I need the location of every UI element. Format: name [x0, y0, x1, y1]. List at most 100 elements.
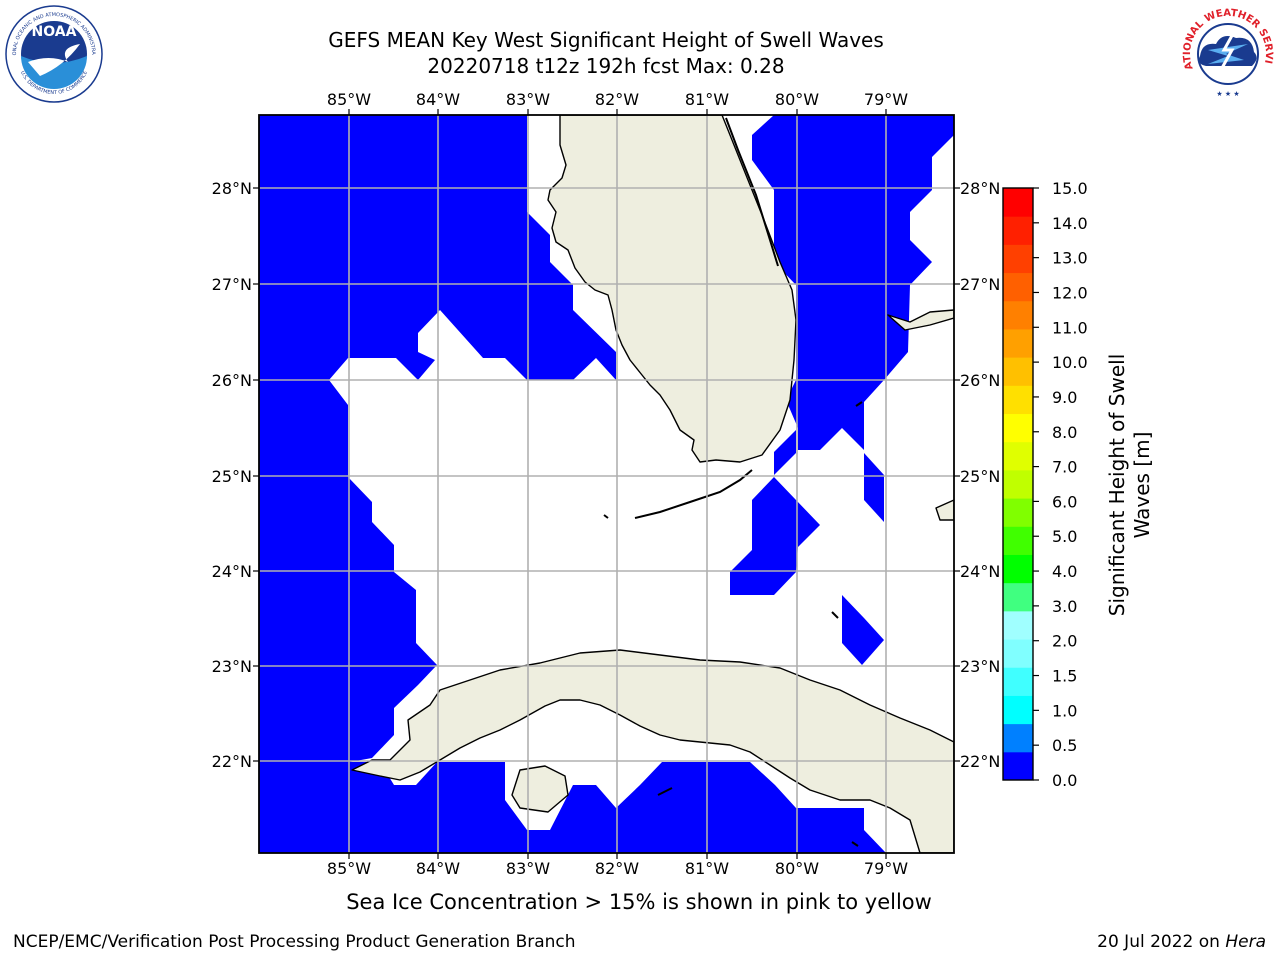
florida-keys	[634, 469, 753, 519]
lat-labels-left: 28°N 27°N 26°N 25°N 24°N 23°N 22°N	[212, 179, 252, 771]
colorbar-swatch	[1003, 695, 1033, 725]
nws-logo: NATIONAL WEATHER SERVICE ★ ★ ★	[1178, 4, 1274, 99]
florida-land	[547, 115, 797, 463]
colorbar-tick-label: 0.0	[1052, 771, 1077, 790]
lon-label: 84°W	[416, 90, 460, 109]
lat-label: 28°N	[212, 179, 252, 198]
colorbar-tick-label: 10.0	[1052, 353, 1088, 372]
lat-label: 22°N	[212, 752, 252, 771]
cuba-south-keys	[657, 787, 673, 796]
swell-area-east-d	[842, 595, 884, 665]
cuba-small-key	[851, 841, 859, 847]
cay-sal	[831, 611, 839, 619]
colorbar-swatch	[1003, 667, 1033, 696]
lat-label: 24°N	[212, 562, 252, 581]
lon-labels-top: 85°W 84°W 83°W 82°W 81°W 80°W 79°W	[327, 90, 908, 109]
lon-label: 81°W	[685, 859, 729, 878]
bahamas-land	[887, 309, 954, 331]
lake-okeechobee-shore	[855, 401, 863, 407]
colorbar-swatch	[1003, 554, 1033, 584]
colorbar-swatch	[1003, 328, 1033, 358]
colorbar-tick-label: 13.0	[1052, 249, 1088, 268]
chart-title: GEFS MEAN Key West Significant Height of…	[328, 28, 884, 52]
lon-label: 84°W	[416, 859, 460, 878]
colorbar-tick-label: 9.0	[1052, 388, 1077, 407]
colorbar-swatch	[1003, 357, 1033, 386]
lat-label: 26°N	[960, 371, 1000, 390]
colorbar-swatch	[1003, 300, 1033, 330]
chart-subtitle: 20220718 t12z 192h fcst Max: 0.28	[427, 54, 785, 78]
colorbar-swatch	[1003, 441, 1033, 471]
colorbar-swatch	[1003, 385, 1033, 415]
footer-host: Hera	[1225, 932, 1266, 952]
footer-date-text: 20 Jul 2022 on	[1097, 932, 1226, 952]
swell-area-southwest	[259, 762, 886, 853]
lat-label: 24°N	[960, 562, 1000, 581]
colorbar-swatch	[1003, 723, 1033, 753]
colorbar-swatch	[1003, 413, 1033, 443]
colorbar-frame	[1002, 187, 1034, 781]
colorbar-tick-label: 11.0	[1052, 318, 1088, 337]
lat-label: 28°N	[960, 179, 1000, 198]
colorbar-swatch	[1003, 498, 1033, 527]
axis-ticks	[253, 109, 960, 859]
colorbar-tick-label: 12.0	[1052, 283, 1088, 302]
colorbar-tick-label: 1.5	[1052, 667, 1077, 686]
lon-label: 79°W	[864, 859, 908, 878]
andros-land	[935, 499, 954, 521]
colorbar-tick-label: 14.0	[1052, 214, 1088, 233]
colorbar	[1003, 188, 1033, 781]
svg-text:★ ★ ★: ★ ★ ★	[1216, 90, 1239, 98]
lat-label: 25°N	[960, 467, 1000, 486]
colorbar-swatch	[1003, 272, 1033, 302]
colorbar-tick-label: 3.0	[1052, 597, 1077, 616]
lon-label: 83°W	[506, 859, 550, 878]
colorbar-tick-label: 6.0	[1052, 492, 1077, 511]
swell-area-east-a	[774, 430, 796, 475]
lon-label: 85°W	[327, 90, 371, 109]
lon-label: 81°W	[685, 90, 729, 109]
colorbar-tick-label: 0.5	[1052, 736, 1077, 755]
lat-label: 26°N	[212, 371, 252, 390]
lon-label: 82°W	[595, 90, 639, 109]
lat-label: 27°N	[212, 275, 252, 294]
colorbar-tick-label: 1.0	[1052, 701, 1077, 720]
colorbar-tick-label: 7.0	[1052, 458, 1077, 477]
colorbar-swatch	[1003, 244, 1033, 274]
lon-label: 80°W	[775, 90, 819, 109]
colorbar-tick-label: 2.0	[1052, 632, 1077, 651]
colorbar-swatch	[1003, 610, 1033, 640]
lat-label: 23°N	[212, 657, 252, 676]
lon-label: 85°W	[327, 859, 371, 878]
lon-label: 82°W	[595, 859, 639, 878]
lon-label: 79°W	[864, 90, 908, 109]
colorbar-tick-label: 4.0	[1052, 562, 1077, 581]
land	[351, 115, 954, 853]
coastline-details	[603, 117, 863, 847]
gridlines	[259, 115, 954, 853]
lat-label: 23°N	[960, 657, 1000, 676]
map-frame	[258, 114, 955, 854]
east-coast-inlet	[725, 117, 779, 267]
colorbar-swatch	[1003, 216, 1033, 245]
colorbar-tick-label: 5.0	[1052, 527, 1077, 546]
lat-labels-right: 28°N 27°N 26°N 25°N 24°N 23°N 22°N	[960, 179, 1000, 771]
keys-west-fragment	[603, 514, 609, 519]
colorbar-swatch	[1003, 582, 1033, 612]
sea-ice-note: Sea Ice Concentration > 15% is shown in …	[346, 890, 932, 914]
lon-label: 83°W	[506, 90, 550, 109]
swell-area-northeast	[752, 115, 954, 450]
isle-of-youth-land	[511, 765, 569, 813]
colorbar-ticks: 0.0 0.5 1.0 1.5 2.0 3.0 4.0 5.0 6.0 7.0 8.0 9.0 10.0…	[1033, 179, 1088, 790]
colorbar-swatch	[1003, 469, 1033, 499]
colorbar-tick-label: 8.0	[1052, 423, 1077, 442]
footer-credit: NCEP/EMC/Verification Post Processing Pr…	[13, 932, 576, 952]
colorbar-label-line1: Significant Height of Swell	[1105, 354, 1129, 616]
colorbar-swatch	[1003, 188, 1033, 217]
colorbar-tick-label: 15.0	[1052, 179, 1088, 198]
lon-labels-bottom: 85°W 84°W 83°W 82°W 81°W 80°W 79°W	[327, 859, 908, 878]
lat-label: 25°N	[212, 467, 252, 486]
colorbar-swatch	[1003, 751, 1033, 781]
lat-label: 22°N	[960, 752, 1000, 771]
